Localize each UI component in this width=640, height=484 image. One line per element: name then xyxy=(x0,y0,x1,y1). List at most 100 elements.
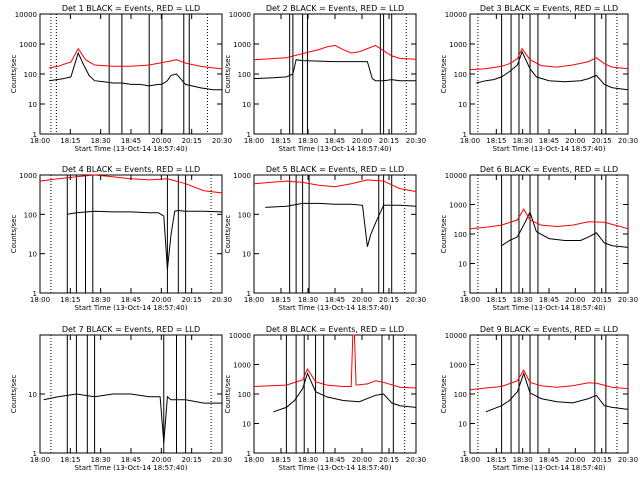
x-tick-label: 18:45 xyxy=(121,456,141,464)
x-tick-label: 18:45 xyxy=(325,137,345,145)
x-tick-label: 20:15 xyxy=(182,137,202,145)
x-tick-label: 20:00 xyxy=(352,137,372,145)
x-tick-label: 20:00 xyxy=(352,296,372,304)
x-axis-label: Start Time (13-Oct-14 18:57:40) xyxy=(279,304,392,312)
y-tick-label: 100 xyxy=(24,211,37,219)
y-tick-label: 10 xyxy=(242,101,251,109)
panel-title: Det 2 BLACK = Events, RED = LLD xyxy=(266,4,404,13)
x-tick-label: 18:00 xyxy=(244,456,264,464)
x-tick-label: 18:15 xyxy=(60,296,80,304)
y-tick-label: 10 xyxy=(458,421,467,429)
x-tick-label: 18:30 xyxy=(513,296,533,304)
y-tick-label: 1 xyxy=(247,131,251,139)
y-tick-label: 1 xyxy=(33,290,37,298)
series-lld-line xyxy=(49,47,223,70)
x-tick-label: 18:45 xyxy=(121,137,141,145)
y-tick-label: 100 xyxy=(238,211,251,219)
panel-6: 1 10 100 1000 10000 18:00 18:15 18:30 18:45 20:00… xyxy=(440,165,638,312)
plot-frame xyxy=(469,13,629,135)
y-tick-label: 1 xyxy=(33,450,37,458)
y-tick-label: 1000 xyxy=(233,41,251,49)
y-tick-label: 1000 xyxy=(449,202,467,210)
series-events-line xyxy=(273,371,417,413)
x-tick-label: 20:15 xyxy=(592,456,612,464)
x-tick-label: 20:00 xyxy=(352,456,372,464)
x-tick-label: 18:00 xyxy=(460,296,480,304)
panel-title: Det 9 BLACK = Events, RED = LLD xyxy=(480,325,618,334)
x-tick-label: 20:00 xyxy=(151,137,171,145)
x-tick-label: 20:30 xyxy=(212,137,232,145)
x-axis-label: Start Time (13-Oct-14 18:57:40) xyxy=(75,464,188,472)
panel-title: Det 4 BLACK = Events, RED = LLD xyxy=(62,165,200,174)
series-events-line xyxy=(49,51,222,91)
x-tick-label: 18:30 xyxy=(91,296,111,304)
y-tick-label: 10000 xyxy=(445,332,467,340)
x-tick-label: 20:30 xyxy=(212,456,232,464)
panel-4: 1 10 100 1000 18:00 18:15 18:30 18:45 20:00 20:15… xyxy=(10,165,232,312)
x-tick-label: 18:00 xyxy=(30,296,50,304)
x-axis-label: Start Time (13-Oct-14 18:57:40) xyxy=(493,145,606,153)
panel-title: Det 5 BLACK = Events, RED = LLD xyxy=(266,165,404,174)
y-tick-label: 1 xyxy=(33,131,37,139)
x-tick-label: 20:15 xyxy=(592,137,612,145)
y-tick-label: 10000 xyxy=(445,172,467,180)
series-lld-line xyxy=(469,368,629,391)
y-tick-label: 100 xyxy=(454,391,467,399)
x-tick-label: 18:15 xyxy=(271,137,291,145)
y-tick-label: 10 xyxy=(458,261,467,269)
x-tick-label: 20:15 xyxy=(182,296,202,304)
x-tick-label: 18:15 xyxy=(271,296,291,304)
x-axis-label: Start Time (13-Oct-14 18:57:40) xyxy=(279,145,392,153)
y-tick-label: 10 xyxy=(28,391,37,399)
series-lld-line xyxy=(469,47,629,71)
x-tick-label: 18:30 xyxy=(298,137,318,145)
x-tick-label: 18:00 xyxy=(30,137,50,145)
series-lld-line xyxy=(253,179,417,192)
x-tick-label: 18:30 xyxy=(91,456,111,464)
y-axis-label: Counts/sec xyxy=(10,55,18,94)
x-tick-label: 18:15 xyxy=(486,137,506,145)
x-tick-label: 20:30 xyxy=(618,456,638,464)
x-tick-label: 20:30 xyxy=(406,296,426,304)
y-tick-label: 10000 xyxy=(229,11,251,19)
series-events-line xyxy=(265,202,417,247)
x-tick-label: 18:30 xyxy=(513,137,533,145)
y-tick-label: 10000 xyxy=(445,11,467,19)
panel-title: Det 7 BLACK = Events, RED = LLD xyxy=(62,325,200,334)
x-tick-label: 20:00 xyxy=(565,456,585,464)
y-tick-label: 10 xyxy=(28,251,37,259)
x-tick-label: 18:15 xyxy=(60,456,80,464)
x-tick-label: 20:00 xyxy=(151,456,171,464)
y-tick-label: 10000 xyxy=(229,332,251,340)
y-tick-label: 10 xyxy=(242,251,251,259)
panel-title: Det 1 BLACK = Events, RED = LLD xyxy=(62,4,200,13)
y-axis-label: Counts/sec xyxy=(224,375,232,414)
x-tick-label: 20:30 xyxy=(212,296,232,304)
plot-frame xyxy=(469,174,629,294)
x-tick-label: 18:15 xyxy=(60,137,80,145)
series-events-line xyxy=(476,50,629,91)
x-tick-label: 18:15 xyxy=(271,456,291,464)
x-tick-label: 20:00 xyxy=(565,137,585,145)
x-tick-label: 20:00 xyxy=(565,296,585,304)
y-axis-label: Counts/sec xyxy=(10,375,18,414)
panel-1: 1 10 100 1000 10000 18:00 18:15 18:30 18:45 20:00… xyxy=(10,4,232,153)
x-axis-label: Start Time (13-Oct-14 18:57:40) xyxy=(279,464,392,472)
panel-9: 1 10 100 1000 10000 18:00 18:15 18:30 18:45 20:00… xyxy=(440,325,638,472)
y-tick-label: 1 xyxy=(247,450,251,458)
series-lld-line xyxy=(253,334,417,389)
x-tick-label: 18:30 xyxy=(298,456,318,464)
y-tick-label: 10 xyxy=(242,421,251,429)
y-tick-label: 1000 xyxy=(233,362,251,370)
x-tick-label: 18:00 xyxy=(460,456,480,464)
panel-5: 1 10 100 1000 18:00 18:15 18:30 18:45 20:00 20:15… xyxy=(224,165,426,312)
y-tick-label: 100 xyxy=(454,71,467,79)
y-tick-label: 100 xyxy=(454,231,467,239)
x-tick-label: 20:30 xyxy=(618,296,638,304)
y-tick-label: 1000 xyxy=(19,41,37,49)
y-tick-label: 1 xyxy=(463,131,467,139)
x-axis-label: Start Time (13-Oct-14 18:57:40) xyxy=(493,464,606,472)
x-tick-label: 18:00 xyxy=(30,456,50,464)
x-tick-label: 18:45 xyxy=(539,456,559,464)
